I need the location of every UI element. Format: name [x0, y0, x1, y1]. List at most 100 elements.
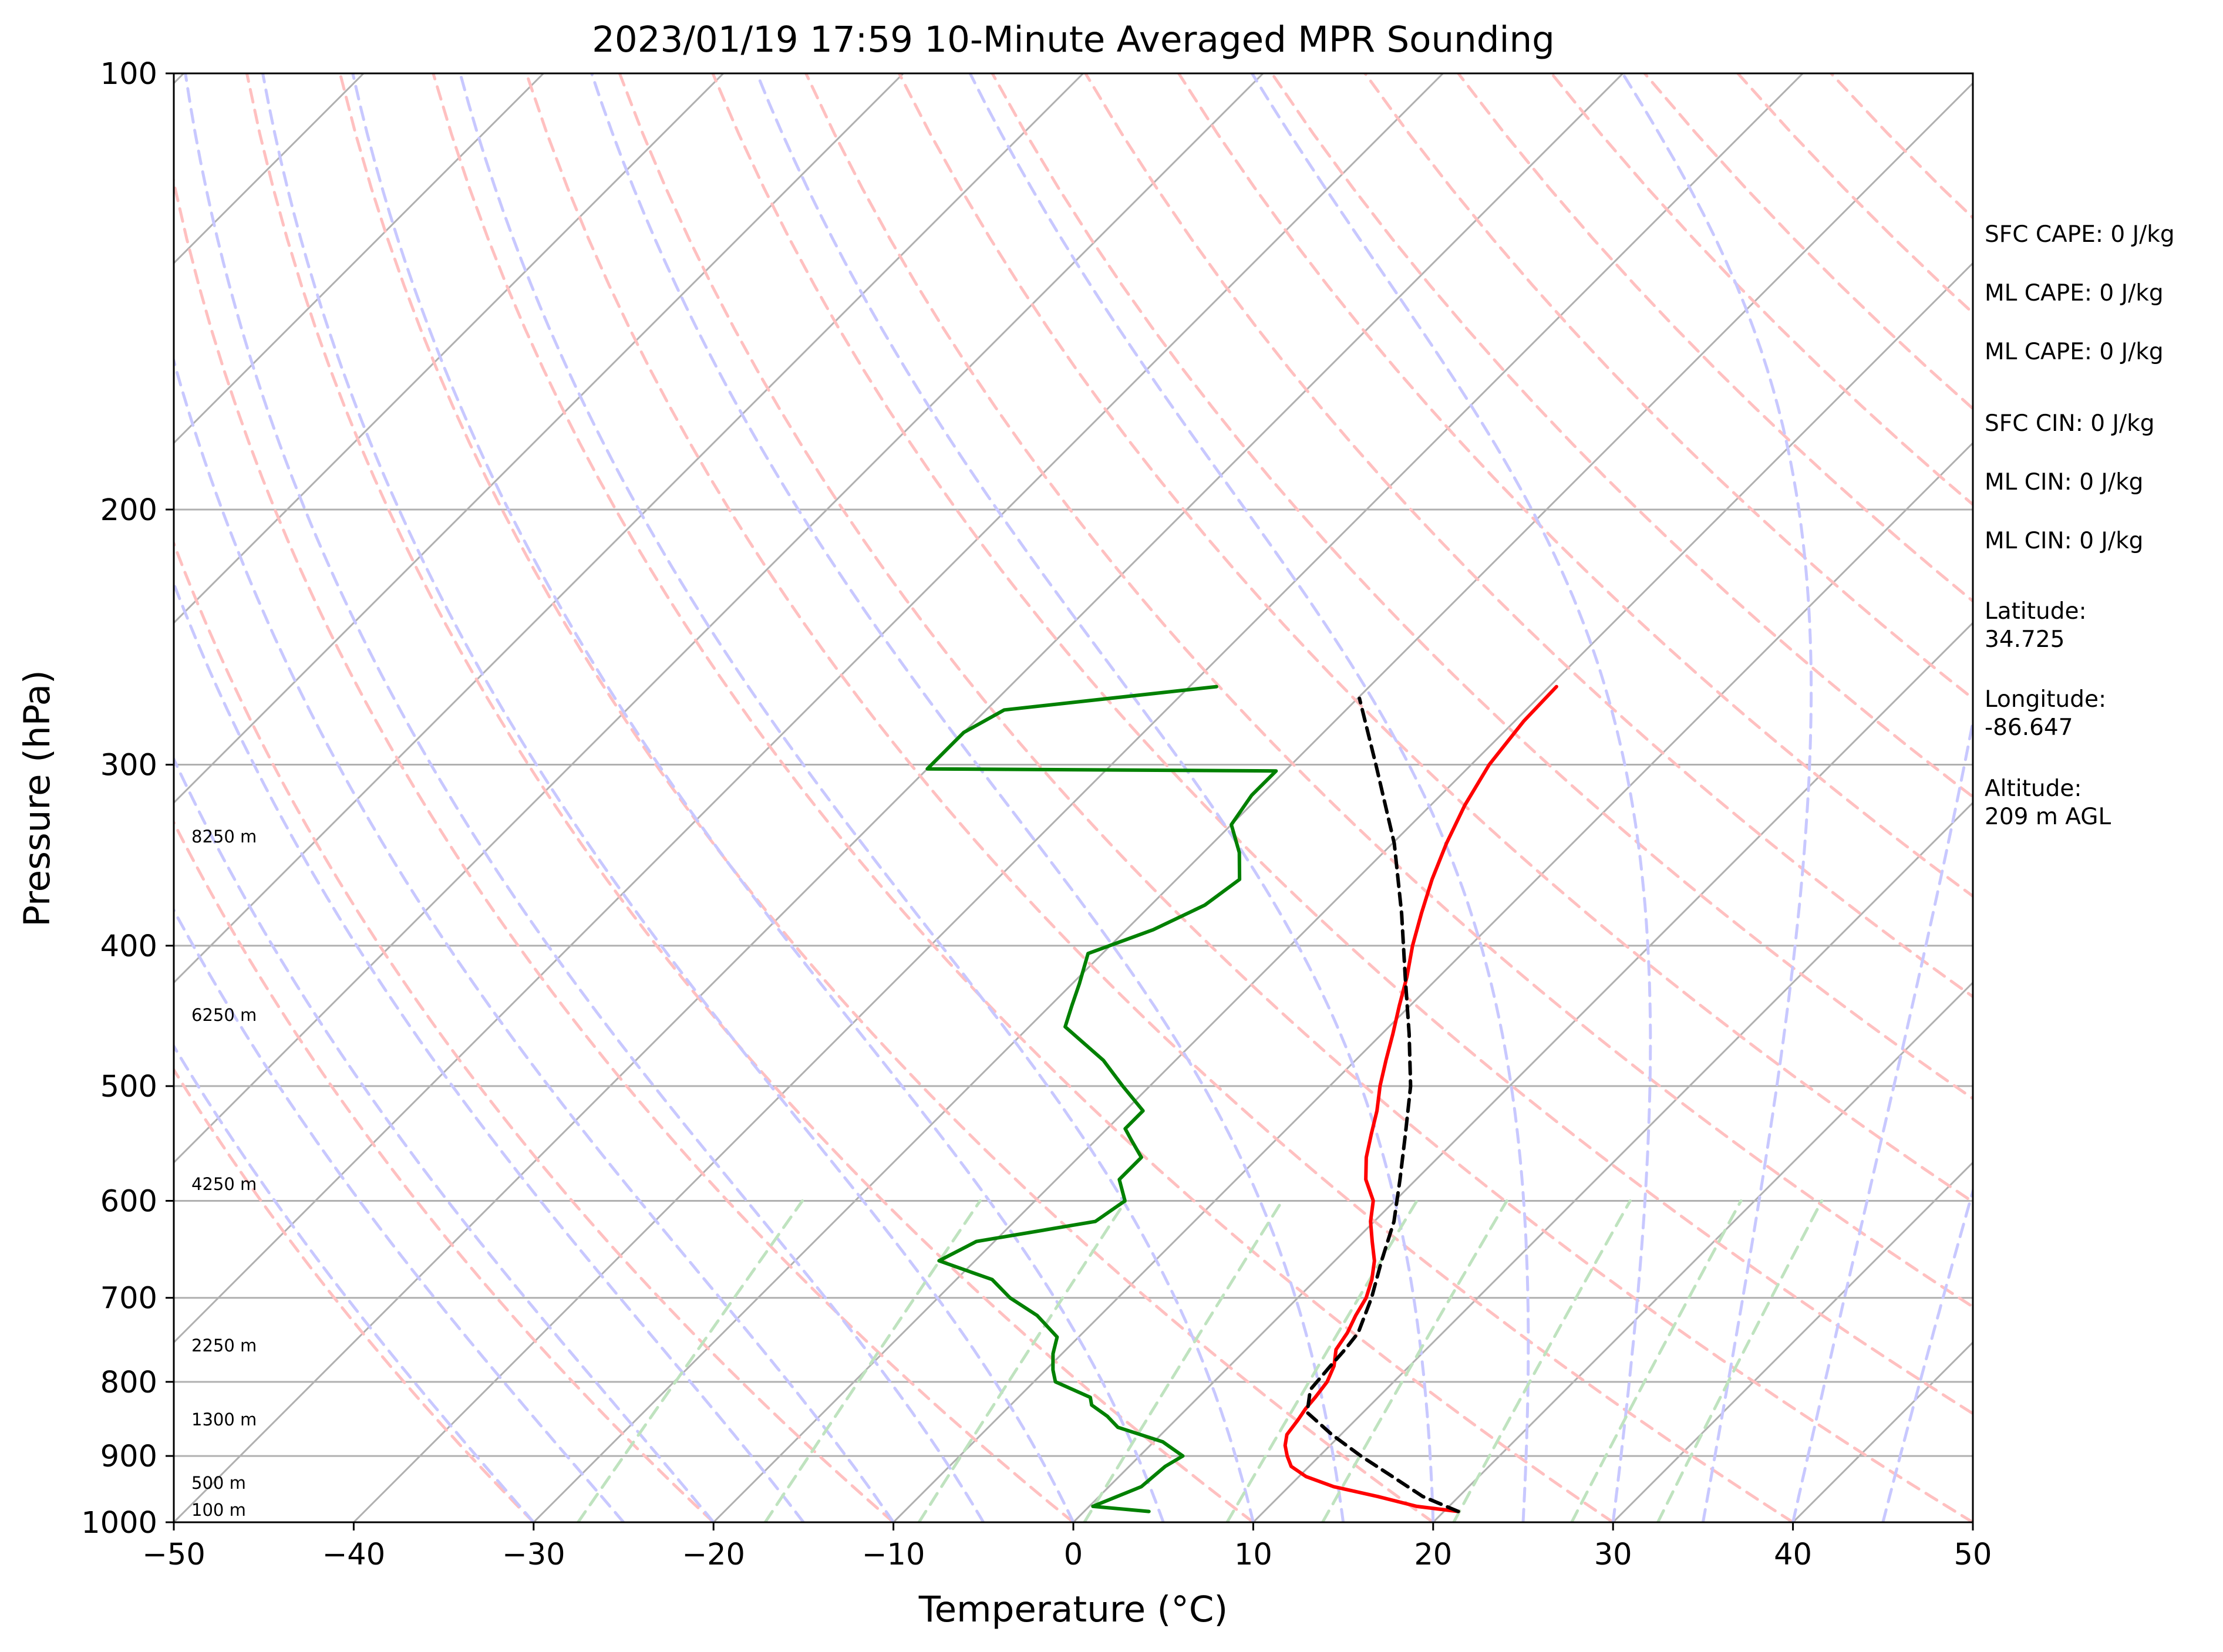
x-tick-label: 20 — [1414, 1538, 1452, 1572]
isotherm-line — [174, 73, 725, 625]
dry-adiabat-line — [618, 73, 1973, 1522]
height-label: 1300 m — [191, 1410, 257, 1430]
height-label: 2250 m — [191, 1336, 257, 1356]
dry-adiabat-line — [897, 73, 1973, 1204]
moist-adiabat-line — [174, 756, 715, 1522]
mixing-ratio-line — [577, 1199, 804, 1522]
dry-adiabat-line — [711, 73, 1973, 1415]
side-info-text: ML CIN: 0 J/kg — [1985, 528, 2143, 554]
side-info-text: 34.725 — [1985, 626, 2064, 653]
moist-adiabat-line — [174, 579, 805, 1522]
height-label: 8250 m — [191, 827, 257, 847]
height-label: 6250 m — [191, 1005, 257, 1025]
moist-adiabat-line — [1791, 714, 1973, 1522]
y-tick-label: 1000 — [81, 1506, 157, 1540]
y-tick-label: 600 — [100, 1184, 157, 1219]
y-tick-label: 200 — [100, 493, 157, 528]
side-info-text: Longitude: — [1985, 686, 2106, 713]
isotherm-line — [174, 73, 1624, 1522]
isotherm-line — [174, 73, 1444, 1344]
side-info-text: -86.647 — [1985, 714, 2073, 741]
dry-adiabat-line — [174, 174, 1075, 1522]
height-label: 4250 m — [191, 1174, 257, 1194]
isotherm-line — [892, 441, 1973, 1522]
moist-adiabat-line — [174, 1043, 535, 1522]
side-info-text: Latitude: — [1985, 598, 2087, 625]
x-tick-label: −40 — [322, 1538, 386, 1572]
chart-title: 2023/01/19 17:59 10-Minute Averaged MPR … — [592, 19, 1555, 60]
mixing-ratio-line — [1452, 1199, 1632, 1522]
y-tick-label: 500 — [100, 1070, 157, 1104]
moist-adiabat-line — [755, 73, 1435, 1522]
moist-adiabat-line — [184, 73, 985, 1522]
dry-adiabat-line — [525, 73, 1795, 1522]
y-tick-label: 900 — [100, 1439, 157, 1474]
dry-adiabat-line — [174, 1067, 535, 1522]
mixing-ratio-line — [917, 1199, 1127, 1522]
dry-adiabat-line — [1270, 73, 1973, 799]
y-tick-label: 100 — [100, 57, 157, 92]
dry-adiabat-line — [245, 73, 1255, 1522]
y-tick-label: 300 — [100, 749, 157, 783]
x-tick-label: −50 — [142, 1538, 206, 1572]
moist-adiabat-line — [1881, 1186, 1973, 1522]
x-tick-label: 40 — [1774, 1538, 1812, 1572]
isotherm-line — [174, 73, 1264, 1164]
x-tick-label: 0 — [1064, 1538, 1083, 1572]
dewpoint-profile — [925, 685, 1278, 1513]
dry-adiabat-line — [1084, 73, 1973, 999]
mixing-ratio-line — [763, 1199, 982, 1522]
isotherm-line — [533, 82, 1973, 1522]
y-tick-label: 700 — [100, 1282, 157, 1316]
mixing-ratio-line — [1321, 1199, 1508, 1522]
y-tick-label: 400 — [100, 929, 157, 964]
dry-adiabat-line — [804, 73, 1973, 1309]
mixing-ratio-line — [1083, 1199, 1284, 1522]
moist-adiabat-line — [590, 73, 1345, 1522]
dry-adiabat-line — [1177, 73, 1973, 898]
mixing-ratio-line — [1225, 1199, 1419, 1522]
dry-adiabat-line — [991, 73, 1973, 1101]
isotherm-line — [1612, 1161, 1973, 1522]
parcel-profile — [1305, 696, 1460, 1513]
moist-adiabat-line — [351, 73, 1165, 1522]
dry-adiabat-line — [432, 73, 1615, 1522]
mixing-ratio-line — [1570, 1199, 1743, 1522]
x-axis-label: Temperature (°C) — [918, 1589, 1228, 1630]
mixing-ratio-line — [1656, 1199, 1824, 1522]
isotherm-line — [1252, 801, 1973, 1522]
moist-adiabat-line — [968, 73, 1530, 1522]
y-axis-label: Pressure (hPa) — [16, 670, 58, 927]
moist-adiabat-line — [459, 73, 1255, 1522]
isotherm-line — [174, 73, 1084, 984]
side-info-text: SFC CIN: 0 J/kg — [1985, 410, 2154, 437]
x-tick-label: −20 — [682, 1538, 745, 1572]
isotherm-line — [352, 73, 1804, 1522]
side-info-text: ML CIN: 0 J/kg — [1985, 469, 2143, 495]
side-info-text: ML CAPE: 0 J/kg — [1985, 280, 2164, 306]
x-tick-label: −30 — [502, 1538, 565, 1572]
height-label: 500 m — [191, 1473, 246, 1493]
moist-adiabat-line — [1621, 73, 1813, 1522]
x-tick-label: 10 — [1234, 1538, 1272, 1572]
moist-adiabat-line — [174, 355, 895, 1522]
side-info-text: Altitude: — [1985, 776, 2082, 802]
x-tick-label: 50 — [1954, 1538, 1992, 1572]
x-tick-label: −10 — [862, 1538, 925, 1572]
x-tick-label: 30 — [1594, 1538, 1632, 1572]
side-info-text: SFC CAPE: 0 J/kg — [1985, 221, 2175, 248]
moist-adiabat-line — [1250, 73, 1652, 1522]
isotherm-line — [174, 73, 545, 444]
height-label: 100 m — [191, 1500, 246, 1520]
isotherm-line — [712, 262, 1973, 1522]
moist-adiabat-line — [174, 907, 625, 1522]
moist-adiabat-line — [261, 73, 1075, 1522]
dry-adiabat-line — [174, 539, 895, 1522]
side-info-text: 209 m AGL — [1985, 804, 2111, 830]
temperature-profile — [1283, 685, 1558, 1513]
isotherm-line — [1432, 981, 1973, 1522]
dry-adiabat-line — [174, 819, 715, 1522]
side-info-text: ML CAPE: 0 J/kg — [1985, 339, 2164, 365]
